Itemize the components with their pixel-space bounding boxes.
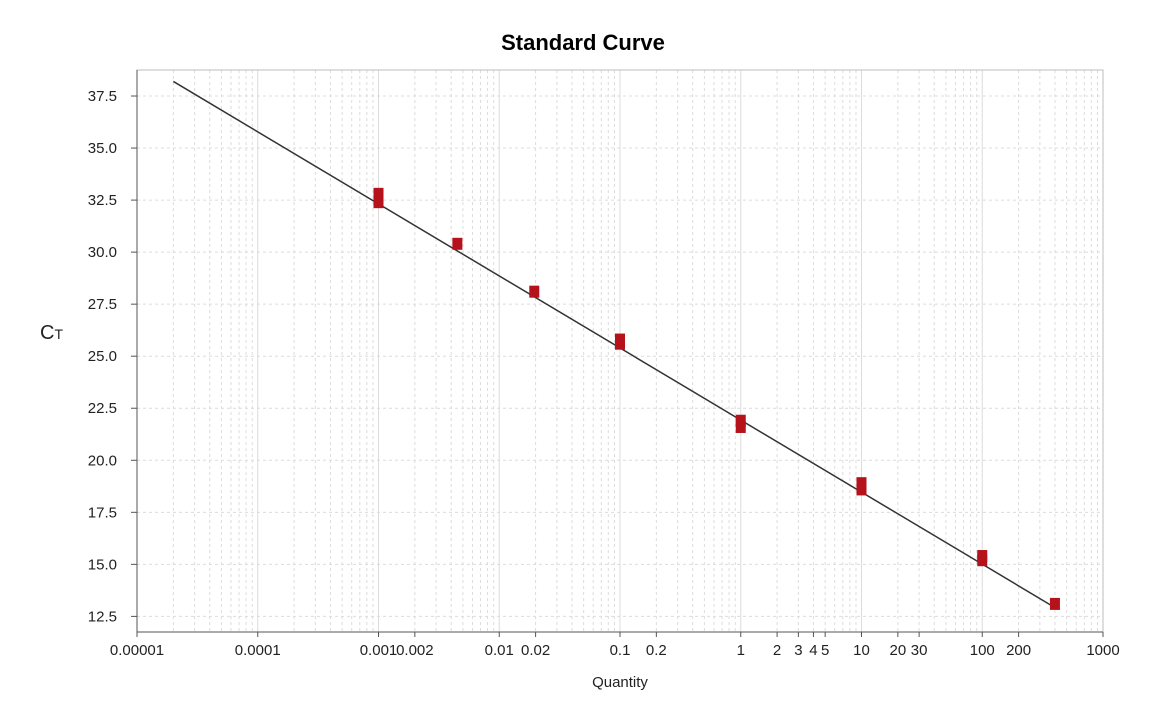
y-tick-label: 37.5 — [88, 88, 117, 105]
x-tick-label: 0.02 — [521, 642, 550, 659]
x-tick-label: 0.01 — [485, 642, 514, 659]
data-point — [373, 187, 384, 200]
y-axis-label: CT — [40, 322, 63, 345]
data-point — [735, 420, 746, 433]
x-tick-label: 2 — [773, 642, 781, 659]
y-tick-label: 35.0 — [88, 140, 117, 157]
data-points — [373, 187, 1060, 610]
x-tick-label: 0.002 — [396, 642, 434, 659]
data-point — [735, 414, 746, 427]
x-tick-label: 0.00001 — [110, 642, 164, 659]
y-tick-label: 25.0 — [88, 348, 117, 365]
x-tick-label: 30 — [911, 642, 928, 659]
y-tick-label: 22.5 — [88, 400, 117, 417]
x-tick-label: 100 — [970, 642, 995, 659]
data-point — [452, 237, 463, 250]
x-tick-label: 200 — [1006, 642, 1031, 659]
chart-title: Standard Curve — [501, 30, 665, 55]
y-tick-label: 27.5 — [88, 296, 117, 313]
axes — [131, 70, 1104, 637]
x-tick-label: 0.0001 — [235, 642, 281, 659]
data-point — [1049, 597, 1060, 610]
data-point — [856, 477, 867, 490]
grid — [136, 70, 1103, 632]
data-point — [529, 285, 540, 298]
y-axis-label-main: C — [40, 322, 55, 344]
x-tick-label: 0.1 — [610, 642, 631, 659]
y-tick-label: 15.0 — [88, 556, 117, 573]
x-tick-label: 4 — [809, 642, 817, 659]
x-tick-label: 1000 — [1086, 642, 1119, 659]
x-tick-label: 1 — [737, 642, 745, 659]
data-point — [615, 333, 625, 346]
data-point — [856, 483, 867, 496]
y-tick-label: 17.5 — [88, 504, 117, 521]
y-tick-label: 20.0 — [88, 452, 117, 469]
x-tick-label: 20 — [890, 642, 907, 659]
data-point — [373, 196, 384, 209]
y-axis-label-subscript: T — [54, 326, 64, 342]
y-tick-label: 32.5 — [88, 192, 117, 209]
x-tick-label: 10 — [853, 642, 870, 659]
tick-labels: 12.5 15.0 17.5 20.0 22.5 25.0 27.5 30.0 32.5 35.0… — [88, 88, 1120, 659]
data-point — [977, 550, 988, 563]
x-tick-label: 5 — [821, 642, 829, 659]
x-tick-label: 0.2 — [646, 642, 667, 659]
x-tick-label: 3 — [794, 642, 802, 659]
x-axis-label: Quantity — [592, 674, 648, 691]
y-tick-label: 12.5 — [88, 608, 117, 625]
y-tick-label: 30.0 — [88, 244, 117, 261]
x-tick-label: 0.001 — [360, 642, 398, 659]
